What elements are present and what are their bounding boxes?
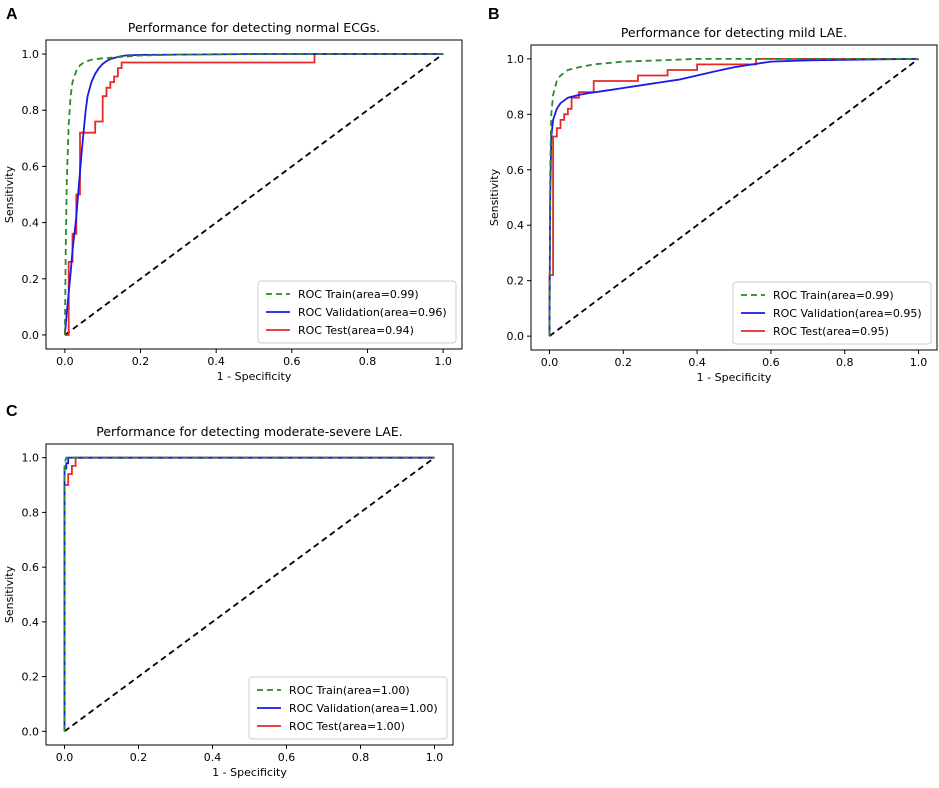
panel-letter-a: A <box>6 6 18 23</box>
chart-c-x-tick-label: 0.2 <box>130 751 148 764</box>
chart-b-x-tick-label: 0.0 <box>541 356 559 369</box>
chart-a-y-tick-label: 0.8 <box>22 104 40 117</box>
chart-c-y-tick-label: 0.2 <box>22 671 40 684</box>
chart-b-legend-label-test: ROC Test(area=0.95) <box>773 325 889 338</box>
chart-a-x-tick-label: 0.2 <box>132 355 150 368</box>
chart-b-y-tick-label: 0.6 <box>507 164 525 177</box>
chart-b-x-tick-label: 0.4 <box>688 356 706 369</box>
chart-a-x-tick-label: 0.4 <box>207 355 225 368</box>
chart-c-y-tick-label: 0.6 <box>22 561 40 574</box>
chart-c-legend-label-validation: ROC Validation(area=1.00) <box>289 702 438 715</box>
chart-c-y-tick-label: 0.4 <box>22 616 40 629</box>
chart-c-x-tick-label: 1.0 <box>426 751 444 764</box>
chart-b-x-tick-label: 0.8 <box>836 356 854 369</box>
chart-a-y-tick-label: 0.0 <box>22 329 40 342</box>
chart-a-series-chance-line <box>64 53 444 336</box>
chart-b-y-tick-label: 0.4 <box>507 219 525 232</box>
chart-b-series-train-line <box>548 58 919 337</box>
chart-a-y-axis-label: Sensitivity <box>3 165 16 223</box>
chart-b-y-axis-label: Sensitivity <box>488 168 501 226</box>
chart-a-series-train-line <box>64 53 444 336</box>
chart-a-legend-box <box>257 280 457 344</box>
chart-c-x-tick-label: 0.4 <box>204 751 222 764</box>
chart-c-title: Performance for detecting moderate-sever… <box>96 424 402 439</box>
chart-c-y-tick-label: 0.0 <box>22 725 40 738</box>
chart-a-title: Performance for detecting normal ECGs. <box>128 20 380 35</box>
chart-c-x-tick-label: 0.8 <box>352 751 370 764</box>
chart-b-legend-box <box>732 281 932 345</box>
panel-letter-b: B <box>488 6 500 23</box>
chart-a-y-tick-label: 0.2 <box>22 273 40 286</box>
chart-c-y-axis-label: Sensitivity <box>3 565 16 623</box>
chart-a-legend-label-test: ROC Test(area=0.94) <box>298 324 414 337</box>
chart-b-x-tick-label: 1.0 <box>910 356 928 369</box>
chart-b-y-tick-label: 0.0 <box>507 330 525 343</box>
chart-a-series-validation-line <box>64 53 444 336</box>
chart-a-y-tick-label: 0.6 <box>22 160 40 173</box>
panel-letter-c: C <box>6 403 18 420</box>
chart-b-y-tick-label: 1.0 <box>507 53 525 66</box>
chart-c-series-train-line <box>63 456 435 732</box>
chart-b-y-tick-label: 0.2 <box>507 275 525 288</box>
chart-b-x-tick-label: 0.6 <box>762 356 780 369</box>
chart-c-series-test-line <box>63 456 435 732</box>
chart-b-series-chance-line <box>548 58 920 337</box>
chart-c-x-tick-label: 0.0 <box>56 751 74 764</box>
chart-a-x-tick-label: 0.6 <box>283 355 301 368</box>
chart-a-y-tick-label: 0.4 <box>22 217 40 230</box>
chart-a-y-tick-label: 1.0 <box>22 48 40 61</box>
chart-c-legend-box <box>248 676 448 740</box>
chart-b-series-test-line <box>548 58 919 337</box>
chart-a-x-tick-label: 1.0 <box>434 355 452 368</box>
chart-c-legend-label-train: ROC Train(area=1.00) <box>289 684 410 697</box>
chart-b-x-axis-label: 1 - Specificity <box>697 371 772 384</box>
chart-c-y-tick-label: 1.0 <box>22 452 40 465</box>
chart-c-legend-label-test: ROC Test(area=1.00) <box>289 720 405 733</box>
chart-c-series-chance-line <box>63 456 436 733</box>
chart-a-legend-label-train: ROC Train(area=0.99) <box>298 288 419 301</box>
chart-a-x-axis-label: 1 - Specificity <box>217 370 292 383</box>
chart-b-series-validation-line <box>548 58 919 337</box>
chart-b-title: Performance for detecting mild LAE. <box>621 25 847 40</box>
chart-b-legend-label-train: ROC Train(area=0.99) <box>773 289 894 302</box>
chart-c-y-tick-label: 0.8 <box>22 506 40 519</box>
chart-b-y-tick-label: 0.8 <box>507 108 525 121</box>
chart-a-x-tick-label: 0.0 <box>56 355 74 368</box>
chart-a-x-tick-label: 0.8 <box>359 355 377 368</box>
chart-b-x-tick-label: 0.2 <box>615 356 633 369</box>
chart-b-legend-label-validation: ROC Validation(area=0.95) <box>773 307 922 320</box>
chart-c-x-tick-label: 0.6 <box>278 751 296 764</box>
chart-a-legend-label-validation: ROC Validation(area=0.96) <box>298 306 447 319</box>
chart-c-x-axis-label: 1 - Specificity <box>212 766 287 779</box>
